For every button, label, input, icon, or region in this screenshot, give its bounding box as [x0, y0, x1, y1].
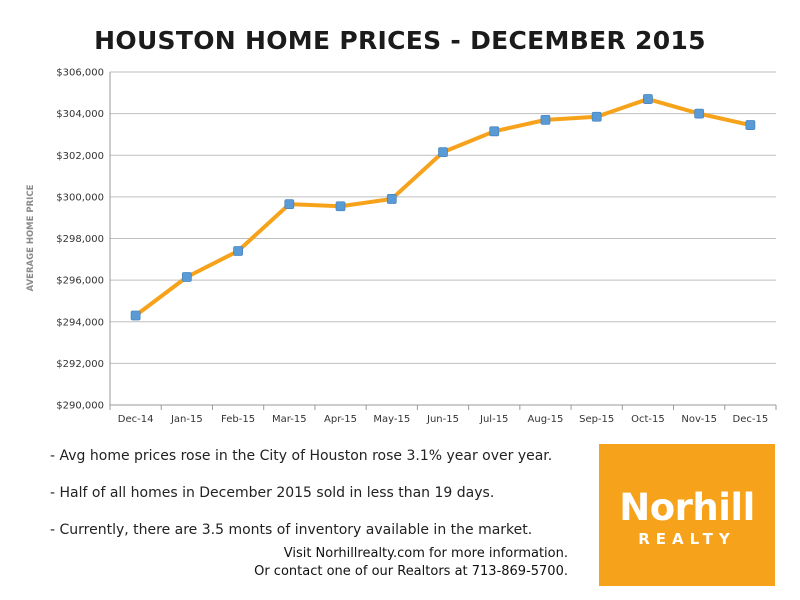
y-tick-label: $298,000 [56, 234, 104, 245]
x-tick-label: May-15 [373, 414, 410, 425]
data-point-marker [335, 201, 346, 212]
logo-subtitle: REALTY [638, 530, 736, 548]
data-point-marker [181, 272, 192, 282]
y-tick-label: $294,000 [56, 317, 104, 328]
data-point-marker [489, 126, 500, 137]
line-chart: $290,000 $292,000 $294,000 $296,000 $298,000… [26, 68, 777, 425]
y-axis-label: AVERAGE HOME PRICE [26, 184, 36, 291]
norhill-realty-logo: Norhill REALTY [599, 444, 775, 586]
x-tick-label: Apr-15 [324, 414, 357, 425]
x-tick-label: Feb-15 [221, 414, 255, 425]
y-tick-label: $292,000 [56, 359, 104, 370]
contact-line-website: Visit Norhillrealty.com for more informa… [283, 546, 568, 561]
data-point-marker [130, 310, 141, 321]
y-tick-label: $306,000 [56, 68, 104, 79]
data-point-marker [540, 114, 551, 125]
data-point-marker [745, 120, 756, 130]
x-tick-label: Nov-15 [681, 414, 717, 425]
series-markers [130, 94, 756, 321]
x-tick-label: Jan-15 [170, 414, 203, 425]
y-tick-label: $304,000 [56, 109, 104, 120]
data-point-marker [284, 199, 295, 210]
data-point-marker [591, 111, 602, 122]
x-tick-label: Oct-15 [631, 414, 665, 425]
y-tick-labels: $290,000 $292,000 $294,000 $296,000 $298,000… [56, 68, 104, 412]
summary-bullets: - Avg home prices rose in the City of Ho… [50, 446, 610, 557]
y-tick-label: $300,000 [56, 192, 104, 203]
bullet-item: - Half of all homes in December 2015 sol… [50, 485, 495, 501]
x-tick-label: Mar-15 [272, 414, 307, 425]
y-tick-label: $290,000 [56, 401, 104, 412]
x-tick-label: Jun-15 [426, 414, 459, 425]
data-point-marker [694, 108, 705, 119]
series-line-path [133, 97, 753, 318]
data-point-marker [438, 147, 448, 158]
chart-title: HOUSTON HOME PRICES - DECEMBER 2015 [94, 26, 706, 55]
data-point-marker [233, 246, 243, 256]
data-point-marker [643, 94, 653, 104]
x-tick-labels: Dec-14 Jan-15 Feb-15 Mar-15 Apr-15 May-15 Jun-… [118, 414, 768, 425]
bullet-item: - Avg home prices rose in the City of Ho… [50, 448, 553, 464]
x-tick-label: Sep-15 [579, 414, 614, 425]
contact-line-phone: Or contact one of our Realtors at 713-86… [254, 564, 568, 579]
x-tick-label: Dec-15 [733, 414, 769, 425]
x-tick-label: Aug-15 [528, 414, 564, 425]
contact-info: Visit Norhillrealty.com for more informa… [190, 545, 568, 581]
logo-name: Norhill [619, 486, 755, 529]
y-tick-label: $302,000 [56, 151, 104, 162]
series-line [133, 97, 753, 318]
x-tick-label: Dec-14 [118, 414, 154, 425]
y-tick-label: $296,000 [56, 276, 104, 287]
x-tick-label: Jul-15 [479, 414, 508, 425]
axes [109, 72, 777, 410]
data-point-marker [386, 194, 397, 204]
gridlines [110, 71, 776, 406]
bullet-item: - Currently, there are 3.5 monts of inve… [50, 522, 533, 538]
